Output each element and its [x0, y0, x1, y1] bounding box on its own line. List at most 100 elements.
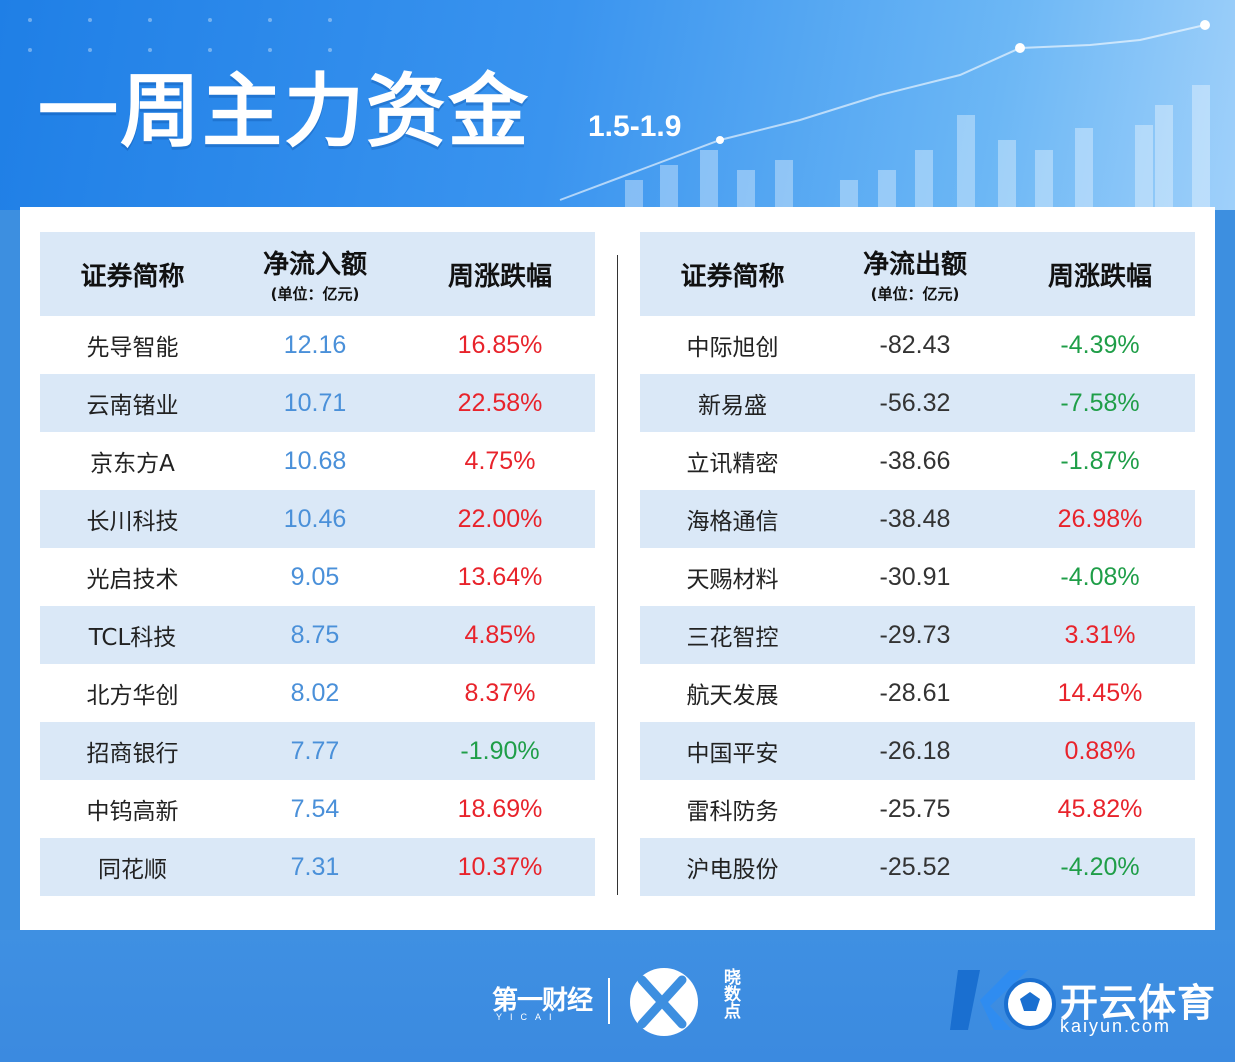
kaiyun-brand-name: 开云体育: [1060, 981, 1217, 1025]
table-divider: [617, 255, 618, 895]
outflow-table: 证券简称 净流出额 (单位：亿元) 周涨跌幅 中际旭创 -82.43 -4.39% 新…: [640, 232, 1195, 896]
net-amount: 7.31: [290, 852, 340, 881]
stock-name: 云南锗业: [86, 393, 179, 419]
net-amount: -26.18: [879, 736, 951, 765]
net-amount: -28.61: [879, 678, 951, 707]
content-card: 证券简称 净流入额 (单位：亿元) 周涨跌幅 先导智能 12.16 16.85% 云南…: [20, 207, 1215, 930]
net-amount: 7.54: [290, 794, 340, 823]
table-row: 新易盛 -56.32 -7.58%: [640, 374, 1195, 432]
table-row: 京东方A 10.68 4.75%: [40, 432, 595, 490]
yicai-logo-sub: YICAI: [496, 1012, 560, 1022]
stock-name: TCL科技: [88, 625, 177, 651]
net-amount: 8.02: [290, 678, 340, 707]
stock-name: 中钨高新: [86, 799, 179, 825]
inflow-rows: 先导智能 12.16 16.85% 云南锗业 10.71 22.58% 京东方A 10.68 4…: [40, 316, 595, 896]
kaiyun-mark-icon: [950, 970, 1056, 1030]
net-amount: -30.91: [879, 562, 951, 591]
stock-name: 招商银行: [86, 741, 179, 767]
chart-decoration: [28, 18, 1210, 210]
table-row: 中钨高新 7.54 18.69%: [40, 780, 595, 838]
net-amount: 12.16: [283, 330, 347, 359]
weekly-change: -1.87%: [1060, 446, 1140, 475]
header-amount-unit: (单位：亿元): [870, 285, 960, 303]
table-row: 立讯精密 -38.66 -1.87%: [640, 432, 1195, 490]
date-range: 1.5-1.9: [588, 110, 682, 143]
stock-name: 长川科技: [86, 509, 179, 535]
weekly-change: 14.45%: [1057, 678, 1143, 707]
weekly-change: 22.00%: [457, 504, 543, 533]
weekly-change: -1.90%: [460, 736, 540, 765]
net-amount: -25.75: [879, 794, 951, 823]
yicai-logo: 第一财经 YICAI 晓数点: [492, 968, 747, 1036]
inflow-table: 证券简称 净流入额 (单位：亿元) 周涨跌幅 先导智能 12.16 16.85% 云南…: [40, 232, 595, 896]
header-change: 周涨跌幅: [1047, 261, 1152, 292]
net-amount: 7.77: [290, 736, 340, 765]
table-row: 招商银行 7.77 -1.90%: [40, 722, 595, 780]
weekly-change: 4.85%: [464, 620, 536, 649]
table-row: 北方华创 8.02 8.37%: [40, 664, 595, 722]
stock-name: 光启技术: [86, 567, 179, 593]
stock-name: 先导智能: [86, 335, 179, 361]
net-amount: -82.43: [879, 330, 951, 359]
table-row: 沪电股份 -25.52 -4.20%: [640, 838, 1195, 896]
weekly-change: -4.08%: [1060, 562, 1140, 591]
header-change: 周涨跌幅: [447, 261, 552, 292]
weekly-change: 18.69%: [457, 794, 543, 823]
weekly-change: 10.37%: [457, 852, 543, 881]
net-amount: -38.48: [879, 504, 951, 533]
table-row: 同花顺 7.31 10.37%: [40, 838, 595, 896]
stock-name: 同花顺: [98, 857, 167, 883]
header-name: 证券简称: [80, 261, 185, 292]
logo-separator: [608, 978, 610, 1024]
header-amount-unit: (单位：亿元): [270, 285, 360, 303]
weekly-change: 3.31%: [1064, 620, 1136, 649]
kaiyun-brand-url: kaiyun.com: [1060, 1016, 1172, 1036]
stock-name: 京东方A: [90, 451, 175, 477]
net-amount: 8.75: [290, 620, 340, 649]
stock-name: 海格通信: [686, 509, 779, 535]
header-banner: 一周主力资金 1.5-1.9: [0, 0, 1235, 210]
table-row: 中国平安 -26.18 0.88%: [640, 722, 1195, 780]
net-amount: 9.05: [290, 562, 340, 591]
stock-name: 雷科防务: [686, 799, 779, 825]
net-amount: -56.32: [879, 388, 951, 417]
weekly-change: 26.98%: [1057, 504, 1143, 533]
weekly-change: -4.39%: [1060, 330, 1140, 359]
weekly-change: 22.58%: [457, 388, 543, 417]
table-row: 中际旭创 -82.43 -4.39%: [640, 316, 1195, 374]
net-amount: 10.68: [283, 446, 347, 475]
stock-name: 航天发展: [686, 683, 779, 709]
table-header: 证券简称 净流入额 (单位：亿元) 周涨跌幅: [40, 232, 595, 316]
net-amount: 10.71: [283, 388, 347, 417]
weekly-change: -7.58%: [1060, 388, 1140, 417]
table-row: 三花智控 -29.73 3.31%: [640, 606, 1195, 664]
stock-name: 三花智控: [686, 625, 779, 651]
weekly-change: 16.85%: [457, 330, 543, 359]
table-row: 光启技术 9.05 13.64%: [40, 548, 595, 606]
page-title: 一周主力资金: [38, 65, 530, 158]
table-header: 证券简称 净流出额 (单位：亿元) 周涨跌幅: [640, 232, 1195, 316]
kaiyun-logo: 开云体育 kaiyun.com: [950, 960, 1230, 1040]
net-amount: -25.52: [879, 852, 951, 881]
table-row: 长川科技 10.46 22.00%: [40, 490, 595, 548]
stock-name: 立讯精密: [686, 451, 779, 477]
stock-name: 中际旭创: [686, 335, 779, 361]
xds-logo-icon: [630, 968, 698, 1036]
stock-name: 中国平安: [686, 741, 779, 767]
table-row: 海格通信 -38.48 26.98%: [640, 490, 1195, 548]
weekly-change: -4.20%: [1060, 852, 1140, 881]
weekly-change: 8.37%: [464, 678, 536, 707]
stock-name: 天赐材料: [686, 567, 779, 593]
outflow-rows: 中际旭创 -82.43 -4.39% 新易盛 -56.32 -7.58% 立讯精密 -38.6…: [640, 316, 1195, 896]
weekly-change: 45.82%: [1057, 794, 1143, 823]
table-row: 云南锗业 10.71 22.58%: [40, 374, 595, 432]
xds-logo-text: 晓数点: [720, 968, 740, 1019]
table-row: 航天发展 -28.61 14.45%: [640, 664, 1195, 722]
stock-name: 北方华创: [86, 683, 179, 709]
header-name: 证券简称: [680, 261, 785, 292]
net-amount: -38.66: [879, 446, 951, 475]
net-amount: -29.73: [879, 620, 951, 649]
stock-name: 新易盛: [698, 393, 767, 419]
yicai-logo-text: 第一财经: [492, 986, 593, 1016]
table-row: 雷科防务 -25.75 45.82%: [640, 780, 1195, 838]
